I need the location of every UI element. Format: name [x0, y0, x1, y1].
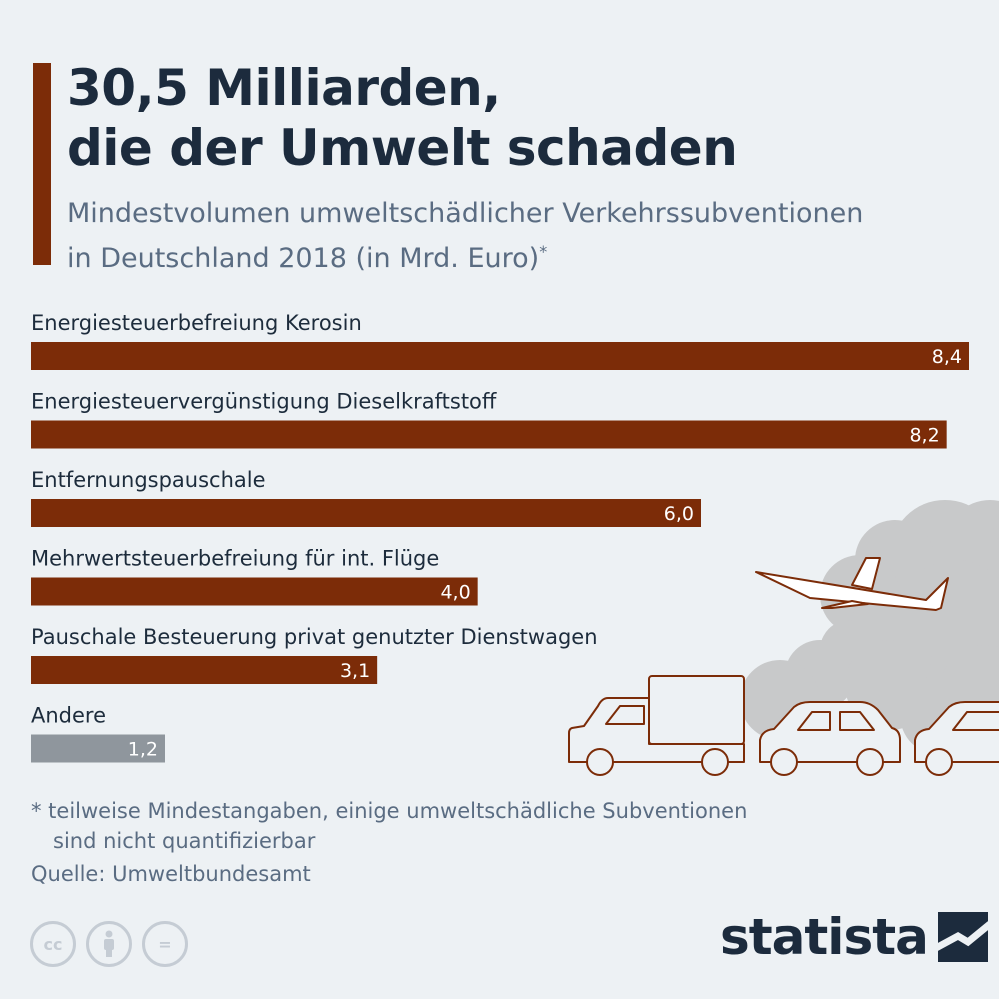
page-title: 30,5 Milliarden, die der Umwelt schaden	[67, 58, 738, 178]
bar-label: Mehrwertsteuerbefreiung für int. Flüge	[31, 547, 439, 571]
person-icon	[104, 930, 114, 957]
page-subtitle: Mindestvolumen umweltschädlicher Verkehr…	[67, 195, 863, 278]
truck-icon	[568, 675, 745, 776]
bar-label: Energiesteuerbefreiung Kerosin	[31, 311, 362, 335]
subtitle-line-2-text: in Deutschland 2018 (in Mrd. Euro)	[67, 243, 540, 274]
car-icon	[759, 701, 901, 776]
by-icon[interactable]	[86, 921, 132, 967]
statista-wordmark: statista	[720, 908, 929, 966]
footnote-line-2: sind nicht quantifizierbar	[53, 829, 316, 853]
subtitle-footnote-mark: *	[539, 242, 548, 261]
statista-logo-icon	[937, 912, 988, 962]
subtitle-line-1: Mindestvolumen umweltschädlicher Verkehr…	[67, 198, 864, 229]
bar-value-label: 4,0	[440, 582, 470, 604]
footnote: * teilweise Mindestangaben, einige umwel…	[31, 796, 747, 856]
source-note: Quelle: Umweltbundesamt	[31, 862, 311, 886]
bar	[31, 342, 969, 370]
bar	[31, 577, 478, 606]
car-icon	[914, 701, 999, 776]
title-line-2: die der Umwelt schaden	[67, 119, 738, 177]
bar-chart: Energiesteuerbefreiung Kerosin 8,4 Energie…	[31, 311, 969, 763]
bar-value-label: 8,4	[932, 346, 962, 368]
statista-brand[interactable]: statista	[720, 908, 988, 966]
footnote-line-1: * teilweise Mindestangaben, einige umwel…	[31, 799, 748, 823]
bar-value-label: 8,2	[909, 425, 939, 447]
bar-label: Andere	[31, 704, 106, 728]
bar-label: Pauschale Besteuerung privat genutzter D…	[31, 625, 598, 649]
cc-icon[interactable]: cc	[30, 921, 76, 967]
title-line-1: 30,5 Milliarden,	[67, 59, 501, 117]
cc-icon-label: cc	[43, 934, 63, 954]
title-accent-bar	[33, 63, 51, 265]
bar-value-label: 1,2	[128, 739, 158, 761]
bar	[31, 420, 947, 449]
subtitle-line-2: in Deutschland 2018 (in Mrd. Euro)*	[67, 233, 863, 278]
bar-value-label: 3,1	[340, 660, 370, 682]
nd-icon-label: =	[158, 934, 172, 954]
transport-illustration	[568, 500, 999, 776]
bar-label: Energiesteuervergünstigung Dieselkraftst…	[31, 390, 497, 414]
license-icons: cc =	[30, 921, 188, 967]
bar-label: Entfernungspauschale	[31, 468, 266, 492]
nd-icon[interactable]: =	[142, 921, 188, 967]
bar	[31, 499, 701, 527]
bar-value-label: 6,0	[664, 503, 694, 525]
bar	[31, 656, 378, 684]
bar	[31, 734, 165, 763]
airplane-icon	[755, 557, 949, 611]
